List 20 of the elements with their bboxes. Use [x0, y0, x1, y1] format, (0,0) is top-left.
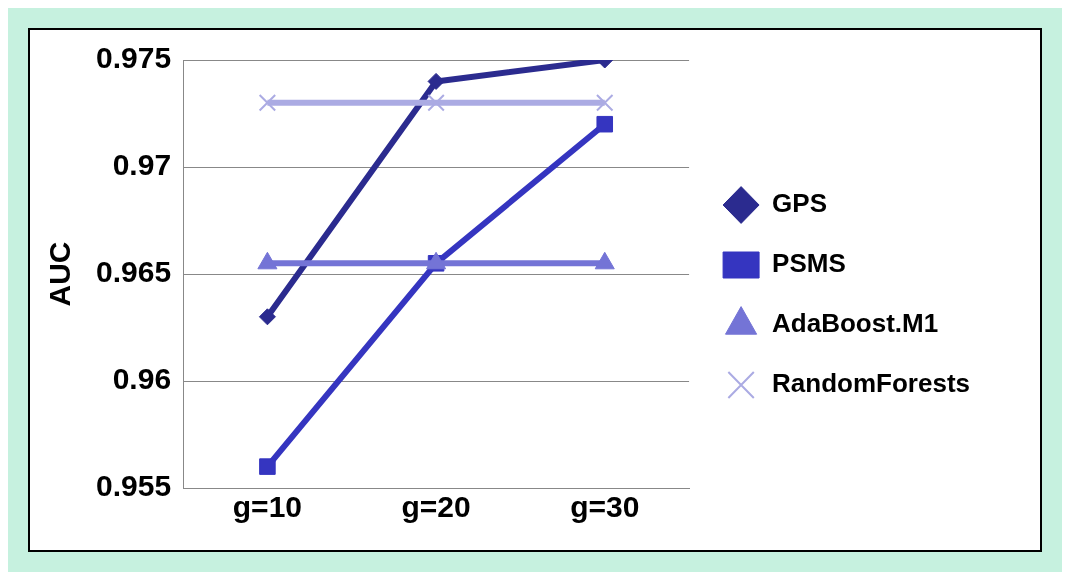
y-tick-label: 0.955 — [96, 469, 172, 503]
point — [427, 72, 445, 90]
legend-label: RandomForests — [772, 368, 970, 399]
point — [259, 458, 276, 475]
point — [258, 94, 277, 112]
point — [595, 94, 614, 112]
point — [258, 308, 276, 326]
y-tick-label: 0.96 — [112, 362, 172, 396]
y-tick-label: 0.965 — [96, 255, 172, 289]
y-tick-label: 0.97 — [112, 148, 172, 182]
point — [596, 115, 614, 133]
y-axis-title: AUC — [43, 241, 77, 307]
x-tick-label: g=30 — [570, 490, 640, 524]
legend-label: AdaBoost.M1 — [772, 308, 939, 339]
x-tick-label: g=20 — [401, 490, 471, 524]
x-tick-label: g=10 — [232, 490, 303, 524]
point — [427, 94, 445, 112]
y-tick-label: 0.975 — [96, 41, 172, 75]
legend-label: PSMS — [772, 248, 846, 279]
legend-label: GPS — [772, 188, 827, 219]
